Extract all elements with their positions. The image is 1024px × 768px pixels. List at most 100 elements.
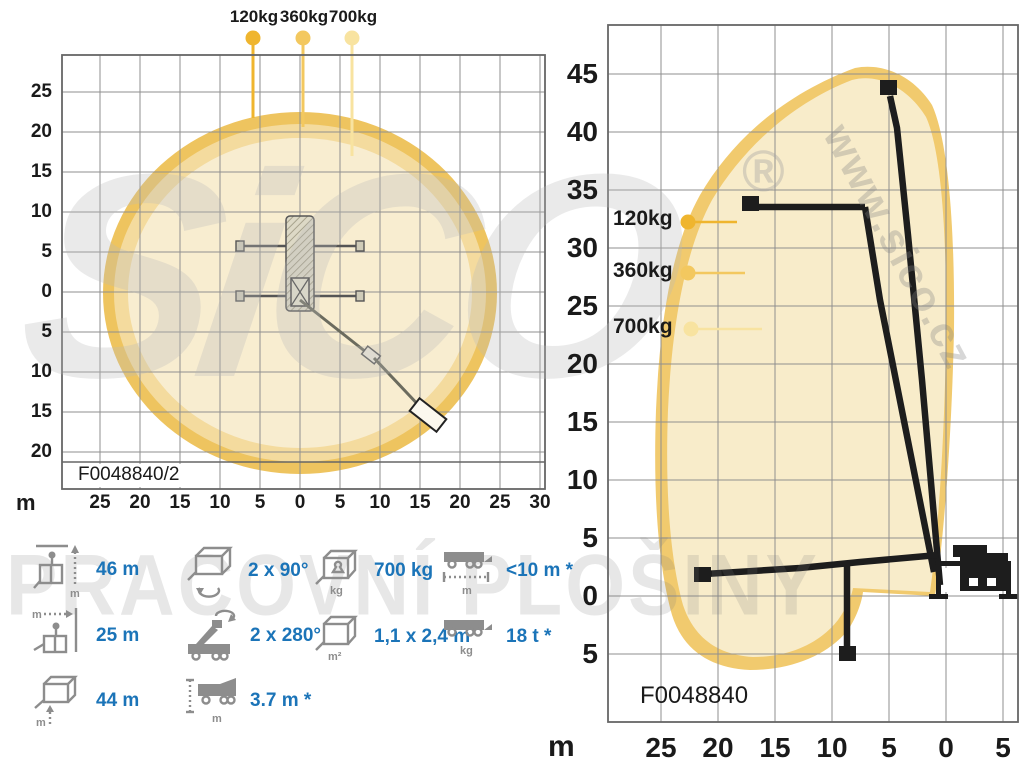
y-tick: 45 — [566, 58, 598, 89]
spec-side-reach: m 25 m — [30, 606, 139, 666]
spec-basket-rotation: 2 x 90° — [182, 542, 308, 600]
y-tick: 20 — [566, 348, 598, 379]
working-height-icon: m — [33, 544, 80, 600]
y-tick: 10 — [30, 361, 52, 382]
legend-dot-120kg — [680, 214, 696, 230]
x-tick: 25 — [645, 732, 677, 763]
x-tick: 25 — [89, 492, 111, 513]
side-reach-icon: m — [32, 608, 78, 654]
y-tick: 40 — [566, 116, 598, 147]
y-tick: 35 — [566, 174, 598, 205]
basket-capacity-icon: kg — [315, 549, 358, 597]
y-tick: 30 — [566, 232, 598, 263]
side-view-id-label: F0048840 — [640, 682, 749, 709]
boom-max-height — [886, 95, 944, 586]
spec-value: 18 t * — [506, 626, 552, 647]
spec-value: 2 x 90° — [248, 560, 309, 581]
spec-value: <10 m * — [506, 560, 574, 581]
legend-label-120kg: 120kg — [613, 207, 673, 230]
load-label-700kg: 700kg — [328, 7, 378, 26]
dot-700kg — [344, 30, 360, 46]
top-view-unit-label: m — [16, 490, 36, 515]
spec-basket-capacity: kg 700 kg — [312, 542, 433, 600]
x-tick: 20 — [449, 492, 471, 513]
legend-label-700kg: 700kg — [613, 315, 673, 338]
y-tick: 25 — [30, 81, 52, 102]
spec-value: 3.7 m * — [250, 690, 312, 711]
y-tick: 25 — [566, 290, 598, 321]
x-tick: 0 — [294, 492, 306, 513]
svg-text:m: m — [462, 585, 472, 597]
y-tick: 5 — [582, 522, 598, 553]
boom-top-view — [299, 298, 448, 434]
x-tick: 30 — [529, 492, 551, 513]
marker-low — [694, 567, 711, 582]
transport-length-icon: m — [442, 552, 492, 597]
x-tick: 15 — [759, 732, 791, 763]
x-tick: 5 — [254, 492, 266, 513]
wheel-gap-1 — [969, 578, 978, 586]
y-tick: 0 — [41, 281, 52, 302]
spec-value: 2 x 280° — [250, 625, 321, 646]
y-tick: 5 — [41, 321, 52, 342]
wheel-gap-2 — [987, 578, 996, 586]
truck-side-view — [929, 545, 1018, 599]
y-tick: 5 — [41, 241, 52, 262]
y-tick: 15 — [30, 161, 52, 182]
top-view-chart — [61, 30, 546, 490]
spec-basket-size: m² 1,1 x 2,4 m — [312, 608, 470, 666]
side-view-grid — [608, 25, 1018, 722]
spec-value: 44 m — [96, 690, 140, 711]
transport-weight-icon: kg — [444, 620, 492, 657]
load-label-360kg: 360kg — [279, 7, 329, 26]
x-tick: 20 — [702, 732, 734, 763]
x-tick: 0 — [938, 732, 954, 763]
platform-top-view — [408, 396, 448, 434]
x-tick: 25 — [489, 492, 511, 513]
legend-dot-360kg — [680, 265, 696, 281]
x-tick: 5 — [995, 732, 1011, 763]
top-view-id-label: F0048840/2 — [78, 464, 180, 485]
load-label-120kg: 120kg — [229, 7, 279, 26]
x-tick: 10 — [209, 492, 231, 513]
floor-height-icon: m — [34, 675, 78, 729]
spec-transport-height: m 3.7 m * — [182, 674, 311, 728]
truck-top-view — [235, 215, 365, 312]
svg-text:m: m — [70, 588, 80, 600]
side-view-legend-dots — [680, 214, 762, 337]
x-tick: 10 — [816, 732, 848, 763]
svg-text:m: m — [212, 713, 222, 725]
top-view-border — [61, 54, 546, 490]
legend-dot-700kg — [683, 321, 699, 337]
y-tick: 15 — [566, 406, 598, 437]
y-tick: 15 — [30, 401, 52, 422]
y-tick: 10 — [566, 464, 598, 495]
svg-text:m: m — [32, 609, 42, 621]
boom-positions — [704, 95, 944, 650]
x-tick: 20 — [129, 492, 151, 513]
truck-frame-gap — [944, 568, 958, 592]
svg-text:kg: kg — [460, 645, 473, 657]
basket-rotation-icon — [187, 546, 233, 598]
x-tick: 10 — [369, 492, 391, 513]
boom-low-horizontal — [704, 551, 939, 578]
side-view-unit-label: m — [548, 730, 575, 763]
spec-value: 46 m — [96, 559, 140, 580]
transport-height-icon: m — [186, 678, 236, 725]
legend-label-360kg: 360kg — [613, 259, 673, 282]
y-tick: 0 — [582, 580, 598, 611]
boom-mid — [861, 206, 938, 573]
x-tick: 15 — [169, 492, 191, 513]
dot-120kg — [245, 30, 261, 46]
svg-text:m²: m² — [328, 651, 342, 663]
spec-working-height: m 46 m — [30, 540, 139, 600]
spec-value: 25 m — [96, 625, 140, 646]
y-tick: 20 — [30, 121, 52, 142]
basket-size-icon: m² — [315, 615, 358, 663]
svg-text:m: m — [36, 717, 46, 729]
spec-transport-length: m <10 m * — [438, 542, 573, 600]
spec-platform-floor-height: m 44 m — [30, 672, 139, 730]
spec-value: 700 kg — [374, 560, 434, 581]
